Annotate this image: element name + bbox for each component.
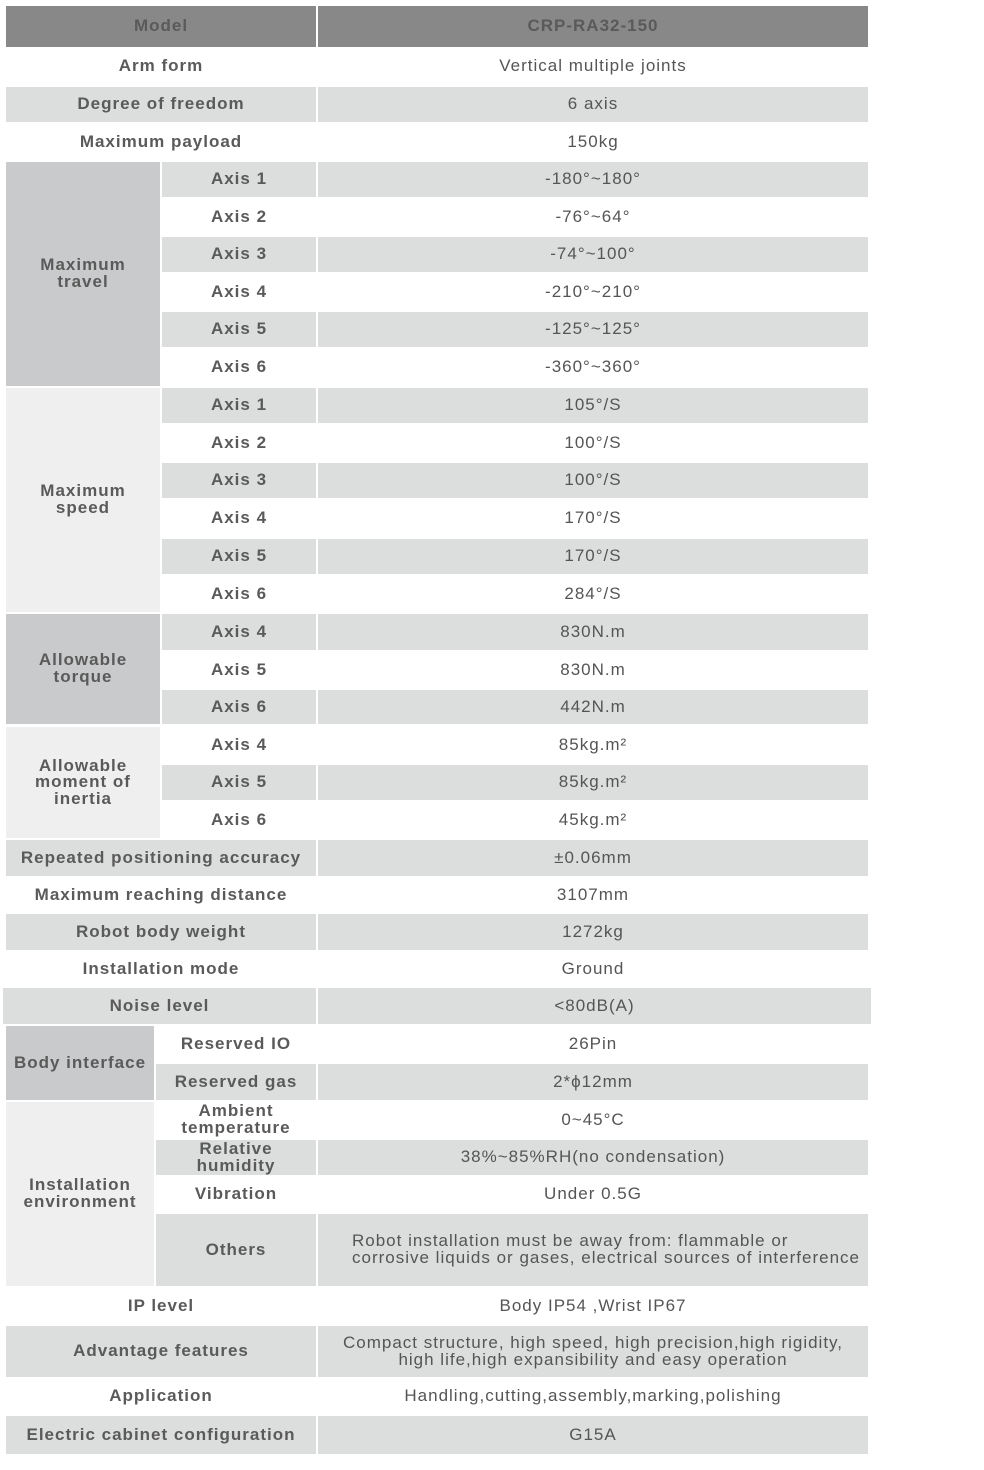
header-label: Model — [6, 6, 316, 47]
row-sublabel: Axis 5 — [162, 765, 316, 800]
row-value: -125°~125° — [318, 312, 868, 347]
row-sublabel: Axis 3 — [162, 237, 316, 272]
row-sublabel: Axis 4 — [162, 614, 316, 650]
row-value: 85kg.m² — [318, 765, 868, 800]
row-label: Degree of freedom — [6, 87, 316, 122]
row-label: Repeated positioning accuracy — [6, 840, 316, 876]
row-value: 6 axis — [318, 87, 868, 122]
row-sublabel: Axis 6 — [162, 690, 316, 724]
row-value: -180°~180° — [318, 162, 868, 197]
row-label: Installation mode — [6, 952, 316, 986]
row-value: -76°~64° — [318, 199, 868, 235]
row-sublabel: Reserved gas — [156, 1064, 316, 1100]
row-value: ±0.06mm — [318, 840, 868, 876]
row-value: 170°/S — [318, 501, 868, 536]
row-value: 830N.m — [318, 652, 868, 688]
row-label: Application — [6, 1379, 316, 1414]
row-value: 38%~85%RH(no condensation) — [318, 1140, 868, 1175]
row-label: Advantage features — [6, 1326, 316, 1377]
row-sublabel: Axis 6 — [162, 576, 316, 612]
row-sublabel: Axis 2 — [162, 426, 316, 460]
row-sublabel: Axis 6 — [162, 349, 316, 386]
row-value: Vertical multiple joints — [318, 48, 868, 85]
row-label: IP level — [6, 1288, 316, 1324]
row-value: 3107mm — [318, 878, 868, 912]
row-sublabel: Axis 6 — [162, 802, 316, 838]
row-value: 100°/S — [318, 426, 868, 460]
row-value: G15A — [318, 1416, 868, 1454]
row-value: 2*ϕ12mm — [318, 1064, 868, 1100]
header-value: CRP-RA32-150 — [318, 6, 868, 47]
row-sublabel: Others — [156, 1214, 316, 1286]
row-sublabel: Axis 5 — [162, 539, 316, 574]
row-value: -210°~210° — [318, 274, 868, 310]
row-sublabel: Axis 1 — [162, 388, 316, 423]
row-sublabel: Axis 4 — [162, 501, 316, 536]
row-sublabel: Axis 2 — [162, 199, 316, 235]
group-label: Allowable moment of inertia — [6, 727, 160, 838]
row-value: 85kg.m² — [318, 727, 868, 763]
row-label: Noise level — [3, 988, 316, 1024]
row-sublabel: Axis 5 — [162, 652, 316, 688]
row-value: Compact structure, high speed, high prec… — [318, 1326, 868, 1377]
row-value: 26Pin — [318, 1026, 868, 1062]
row-value: 170°/S — [318, 539, 868, 574]
row-sublabel: Axis 5 — [162, 312, 316, 347]
group-label: Maximum speed — [6, 388, 160, 612]
row-sublabel: Ambient temperature — [156, 1102, 316, 1138]
row-value: <80dB(A) — [318, 988, 871, 1024]
row-value: Handling,cutting,assembly,marking,polish… — [318, 1379, 868, 1414]
row-label: Electric cabinet configuration — [6, 1416, 316, 1454]
row-value: Under 0.5G — [318, 1177, 868, 1212]
row-sublabel: Axis 3 — [162, 463, 316, 498]
row-value: 830N.m — [318, 614, 868, 650]
row-value: 1272kg — [318, 914, 868, 950]
row-value: Ground — [318, 952, 868, 986]
row-value: 100°/S — [318, 463, 868, 498]
row-value: Body IP54 ,Wrist IP67 — [318, 1288, 868, 1324]
row-value: -74°~100° — [318, 237, 868, 272]
group-label: Maximum travel — [6, 162, 160, 386]
row-value: 105°/S — [318, 388, 868, 423]
row-value: 442N.m — [318, 690, 868, 724]
group-label: Body interface — [6, 1026, 154, 1100]
group-label: Installation environment — [6, 1102, 154, 1286]
row-sublabel: Relative humidity — [156, 1140, 316, 1175]
row-value: Robot installation must be away from: fl… — [318, 1214, 868, 1286]
row-sublabel: Axis 1 — [162, 162, 316, 197]
row-sublabel: Reserved IO — [156, 1026, 316, 1062]
row-sublabel: Axis 4 — [162, 274, 316, 310]
row-label: Robot body weight — [6, 914, 316, 950]
row-label: Maximum payload — [6, 124, 316, 160]
row-label: Arm form — [6, 48, 316, 85]
row-value: 150kg — [318, 124, 868, 160]
group-label: Allowable torque — [6, 614, 160, 724]
row-value: 284°/S — [318, 576, 868, 612]
row-value: 0~45°C — [318, 1102, 868, 1138]
row-sublabel: Axis 4 — [162, 727, 316, 763]
row-sublabel: Vibration — [156, 1177, 316, 1212]
row-label: Maximum reaching distance — [6, 878, 316, 912]
row-value: -360°~360° — [318, 349, 868, 386]
row-value: 45kg.m² — [318, 802, 868, 838]
